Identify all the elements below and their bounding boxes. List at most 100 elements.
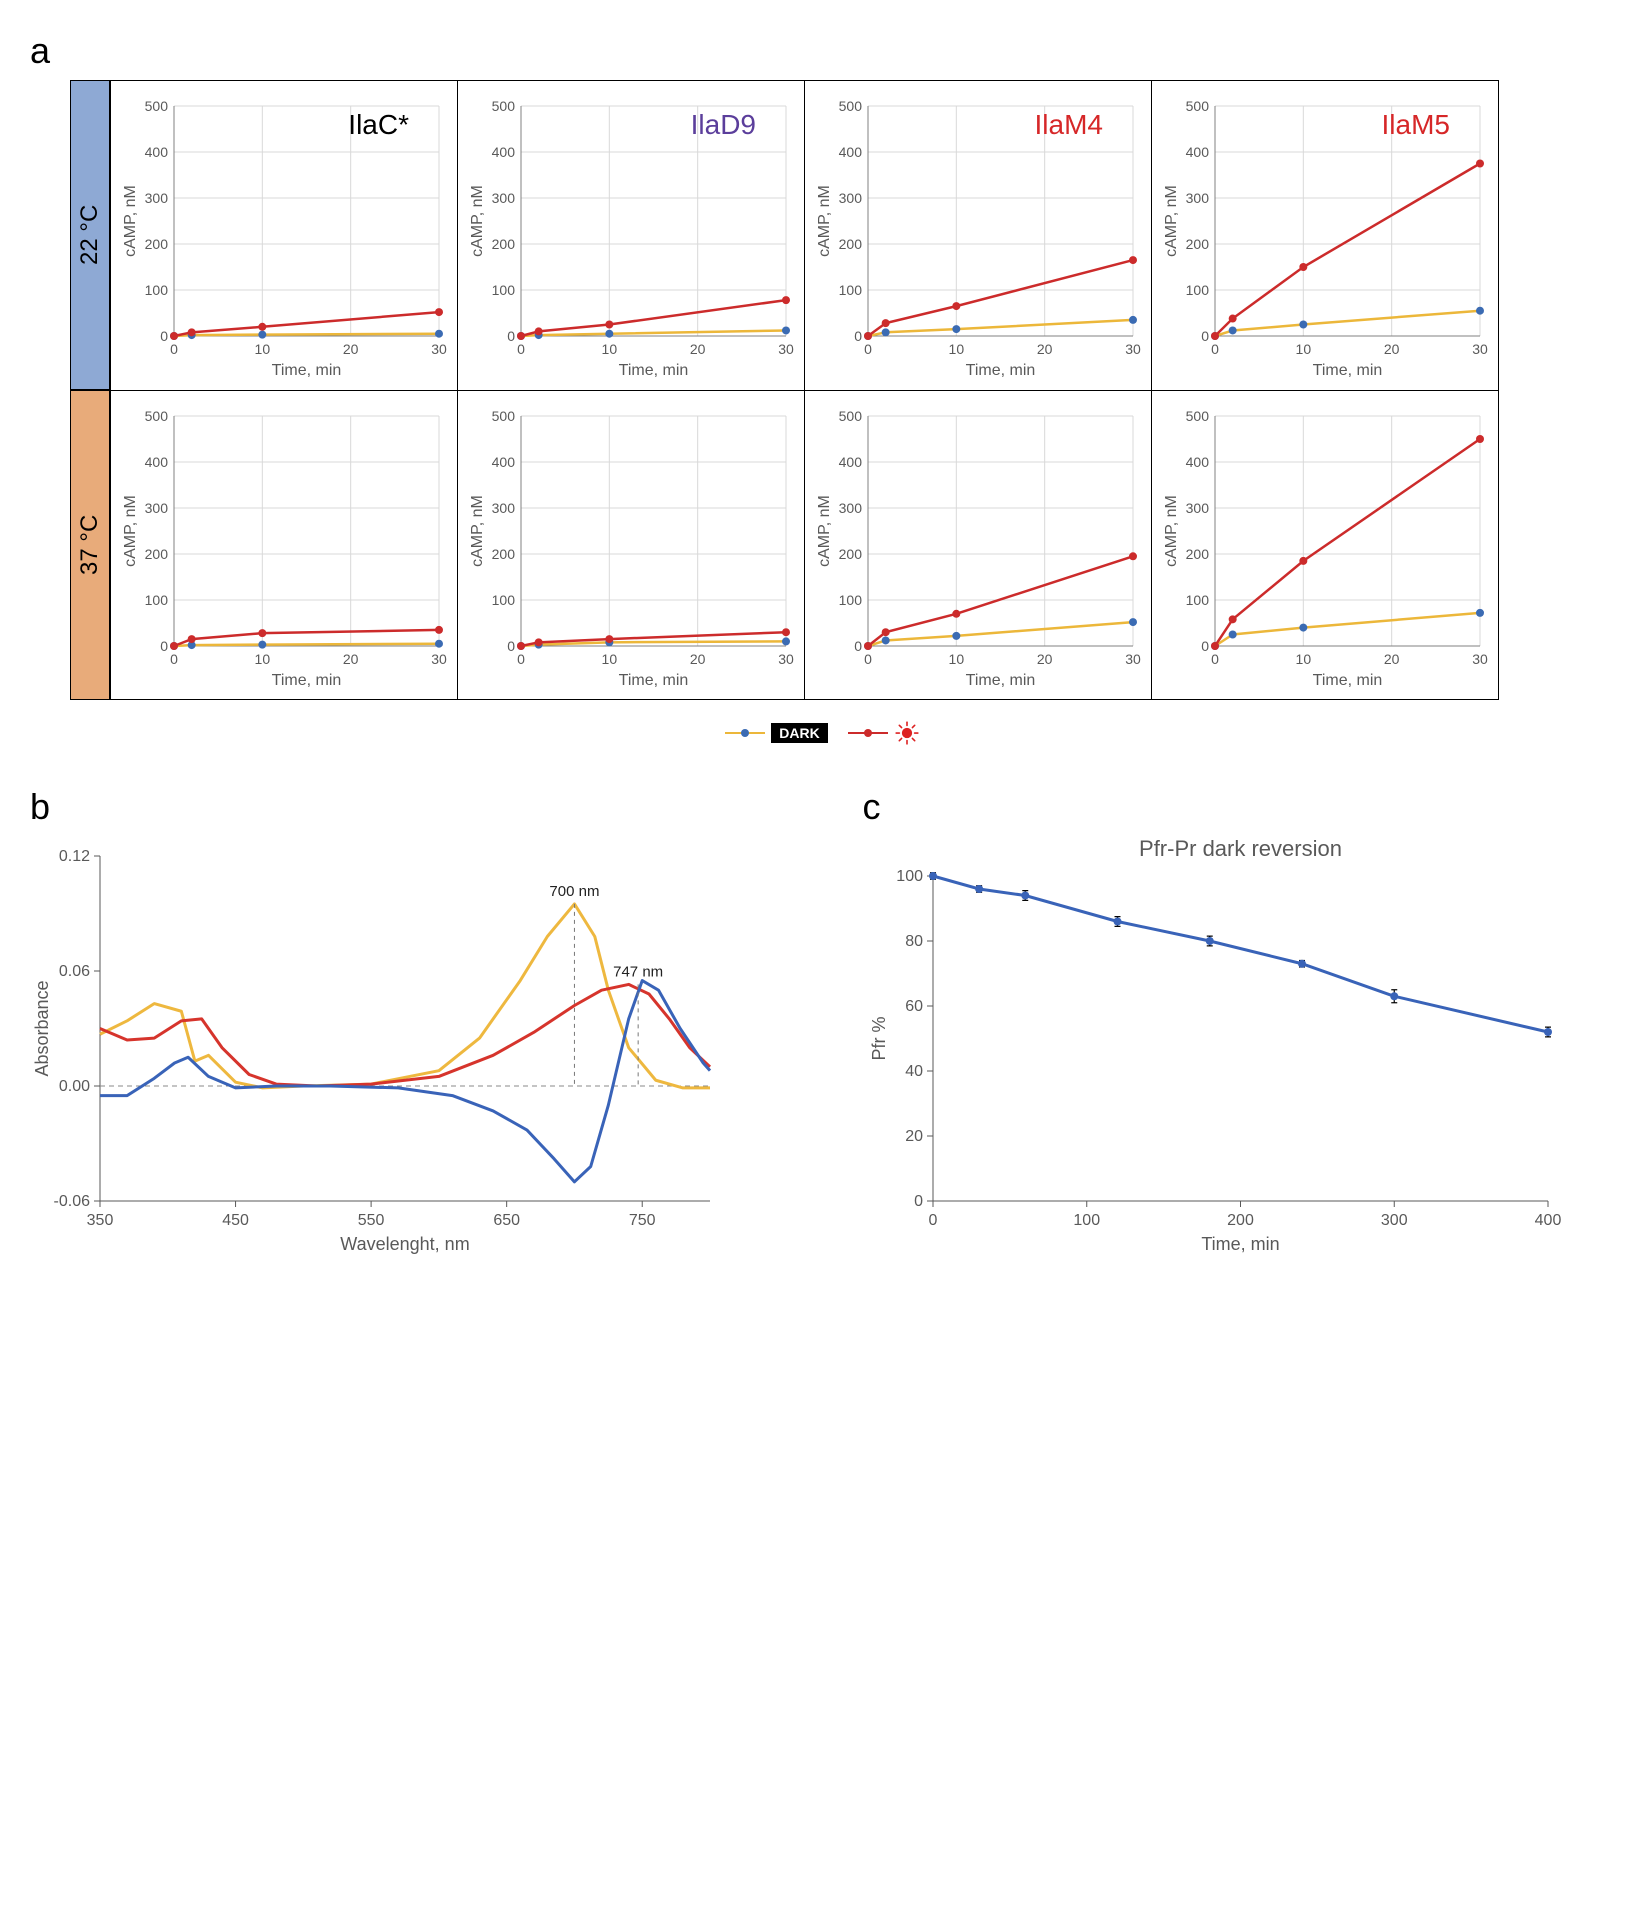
svg-text:10: 10: [1296, 341, 1312, 357]
svg-text:-0.06: -0.06: [54, 1193, 91, 1210]
dark-badge: DARK: [771, 723, 827, 743]
svg-text:20: 20: [690, 651, 706, 667]
svg-text:Time, min: Time, min: [1313, 672, 1383, 689]
svg-text:0: 0: [507, 328, 515, 344]
svg-text:0.06: 0.06: [59, 963, 90, 980]
svg-text:10: 10: [255, 341, 271, 357]
panel-b-letter: b: [30, 786, 783, 828]
svg-text:0.12: 0.12: [59, 848, 90, 865]
legend-light: [848, 720, 920, 746]
svg-text:40: 40: [905, 1063, 923, 1080]
svg-text:20: 20: [343, 341, 359, 357]
svg-text:10: 10: [1296, 651, 1312, 667]
svg-text:200: 200: [492, 236, 516, 252]
svg-text:Time, min: Time, min: [619, 672, 689, 689]
svg-text:400: 400: [839, 144, 863, 160]
svg-text:300: 300: [145, 190, 169, 206]
svg-text:cAMP, nM: cAMP, nM: [816, 495, 833, 567]
panel-b: b -0.060.000.060.12350450550650750Wavele…: [30, 786, 783, 1256]
chart-cell: 01002003004005000102030Time, mincAMP, nM…: [111, 81, 458, 391]
panel-a-legend: DARK: [30, 720, 1615, 746]
svg-text:20: 20: [1384, 651, 1400, 667]
svg-text:30: 30: [778, 651, 794, 667]
legend-dark: DARK: [725, 723, 827, 743]
chart-grid: 01002003004005000102030Time, mincAMP, nM…: [110, 80, 1499, 700]
svg-text:cAMP, nM: cAMP, nM: [1163, 185, 1180, 257]
svg-text:0.00: 0.00: [59, 1078, 90, 1095]
svg-text:20: 20: [343, 651, 359, 667]
chart-title: IlaM4: [1035, 109, 1103, 141]
svg-text:650: 650: [493, 1212, 520, 1229]
svg-text:100: 100: [145, 282, 169, 298]
svg-text:10: 10: [949, 651, 965, 667]
svg-text:500: 500: [839, 98, 863, 114]
svg-text:0: 0: [507, 638, 515, 654]
chart-cell: 01002003004005000102030Time, mincAMP, nM: [111, 391, 458, 701]
svg-text:60: 60: [905, 998, 923, 1015]
chart-cell: 01002003004005000102030Time, mincAMP, nM…: [1152, 81, 1499, 391]
svg-text:200: 200: [1186, 546, 1210, 562]
svg-text:100: 100: [145, 592, 169, 608]
reversion-chart: Pfr-Pr dark reversion0204060801000100200…: [863, 836, 1563, 1256]
svg-text:30: 30: [1125, 651, 1141, 667]
absorbance-chart: -0.060.000.060.12350450550650750Waveleng…: [30, 836, 730, 1256]
svg-text:80: 80: [905, 933, 923, 950]
panel-a: 22 °C37 °C 01002003004005000102030Time, …: [70, 80, 1615, 700]
svg-text:Time, min: Time, min: [1313, 362, 1383, 379]
svg-text:0: 0: [864, 651, 872, 667]
svg-text:20: 20: [1037, 341, 1053, 357]
svg-text:200: 200: [839, 546, 863, 562]
svg-text:0: 0: [1211, 341, 1219, 357]
svg-text:0: 0: [928, 1212, 937, 1229]
svg-text:10: 10: [602, 651, 618, 667]
svg-text:0: 0: [1201, 328, 1209, 344]
svg-text:100: 100: [492, 282, 516, 298]
svg-text:300: 300: [839, 190, 863, 206]
svg-text:500: 500: [1186, 408, 1210, 424]
svg-text:10: 10: [949, 341, 965, 357]
svg-text:400: 400: [1534, 1212, 1561, 1229]
svg-text:30: 30: [431, 651, 447, 667]
svg-text:0: 0: [854, 328, 862, 344]
panel-a-letter: a: [30, 30, 1615, 72]
svg-text:cAMP, nM: cAMP, nM: [122, 185, 139, 257]
svg-text:cAMP, nM: cAMP, nM: [122, 495, 139, 567]
svg-text:300: 300: [1186, 500, 1210, 516]
svg-text:100: 100: [1186, 592, 1210, 608]
svg-text:20: 20: [1384, 341, 1400, 357]
svg-text:0: 0: [864, 341, 872, 357]
svg-text:0: 0: [170, 341, 178, 357]
svg-text:0: 0: [517, 341, 525, 357]
svg-text:400: 400: [1186, 454, 1210, 470]
sun-icon: [894, 720, 920, 746]
svg-text:Absorbance: Absorbance: [32, 980, 52, 1076]
svg-text:10: 10: [255, 651, 271, 667]
svg-text:30: 30: [1125, 341, 1141, 357]
svg-text:450: 450: [222, 1212, 249, 1229]
svg-text:300: 300: [492, 190, 516, 206]
svg-text:0: 0: [517, 651, 525, 667]
chart-cell: 01002003004005000102030Time, mincAMP, nM: [805, 391, 1152, 701]
svg-text:0: 0: [914, 1193, 923, 1210]
svg-text:350: 350: [87, 1212, 114, 1229]
svg-text:Pfr-Pr dark reversion: Pfr-Pr dark reversion: [1139, 836, 1342, 861]
legend-light-line: [848, 732, 888, 735]
svg-text:200: 200: [492, 546, 516, 562]
svg-text:200: 200: [839, 236, 863, 252]
svg-text:cAMP, nM: cAMP, nM: [469, 185, 486, 257]
svg-text:Time, min: Time, min: [619, 362, 689, 379]
svg-text:100: 100: [839, 282, 863, 298]
svg-text:747 nm: 747 nm: [613, 963, 663, 980]
svg-text:Wavelenght, nm: Wavelenght, nm: [340, 1234, 469, 1254]
svg-text:100: 100: [839, 592, 863, 608]
svg-text:cAMP, nM: cAMP, nM: [816, 185, 833, 257]
svg-text:500: 500: [1186, 98, 1210, 114]
svg-text:300: 300: [839, 500, 863, 516]
svg-text:400: 400: [1186, 144, 1210, 160]
chart-title: IlaD9: [691, 109, 756, 141]
legend-dark-dot: [741, 729, 749, 737]
svg-text:400: 400: [839, 454, 863, 470]
svg-text:Pfr %: Pfr %: [869, 1016, 889, 1060]
svg-text:0: 0: [160, 638, 168, 654]
svg-text:Time, min: Time, min: [272, 672, 342, 689]
